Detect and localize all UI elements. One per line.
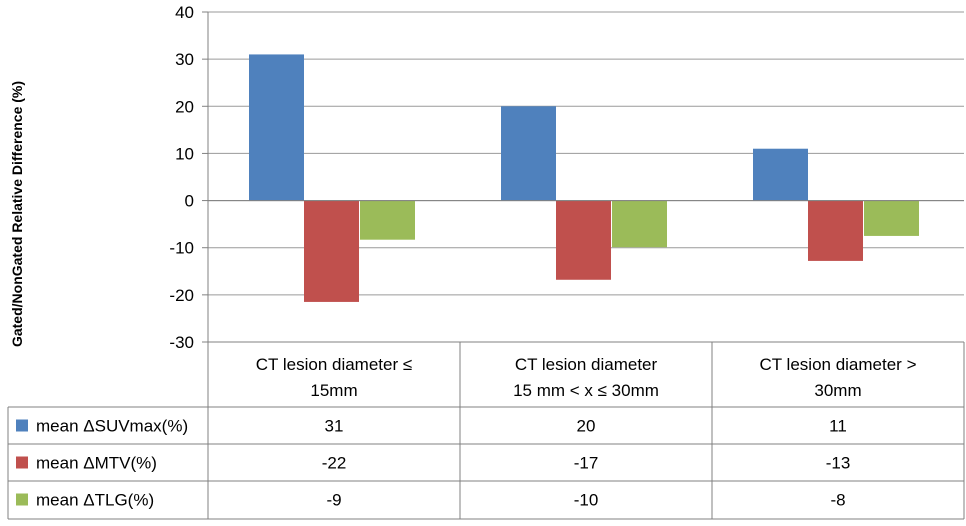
y-tick-label: -30 (169, 333, 194, 352)
bar (864, 200, 919, 236)
y-tick-label: 40 (175, 3, 194, 22)
bar (612, 200, 667, 248)
data-label: -9 (326, 491, 341, 510)
category-label: 30mm (814, 381, 861, 400)
bar (304, 200, 359, 302)
category-label: CT lesion diameter (515, 355, 658, 374)
bar (249, 54, 304, 201)
category-label: 15mm (310, 381, 357, 400)
y-tick-label: 20 (175, 97, 194, 116)
data-label: -22 (322, 454, 347, 473)
y-tick-label: -20 (169, 286, 194, 305)
legend-swatch (16, 419, 28, 432)
category-label: CT lesion diameter > (759, 355, 916, 374)
data-label: -8 (830, 491, 845, 510)
bar (360, 200, 415, 240)
category-label: 15 mm < x ≤ 30mm (513, 381, 659, 400)
series-name: mean ΔMTV(%) (36, 454, 157, 473)
bars (249, 54, 919, 302)
data-table: CT lesion diameter ≤ 15mm CT lesion diamet… (7, 341, 965, 520)
data-label: -17 (574, 454, 599, 473)
y-axis: -30 -20 -10 0 10 20 30 40 (169, 3, 964, 352)
category-label: CT lesion diameter ≤ (256, 355, 412, 374)
y-tick-label: 30 (175, 50, 194, 69)
legend-swatch (16, 456, 28, 469)
bar (753, 148, 808, 201)
y-tick-label: 10 (175, 144, 194, 163)
data-label: 20 (577, 417, 596, 436)
data-label: -10 (574, 491, 599, 510)
data-label: 31 (325, 417, 344, 436)
data-label: -13 (826, 454, 851, 473)
series-name: mean ΔTLG(%) (36, 491, 154, 510)
bar (501, 106, 556, 201)
bar (808, 200, 863, 261)
y-axis-label: Gated/NonGated Relative Difference (%) (9, 81, 25, 347)
data-label: 11 (829, 417, 847, 436)
y-tick-label: -10 (169, 239, 194, 258)
legend-swatch (16, 493, 28, 506)
series-name: mean ΔSUVmax(%) (36, 417, 188, 436)
y-tick-label: 0 (185, 192, 194, 211)
bar (556, 200, 611, 280)
